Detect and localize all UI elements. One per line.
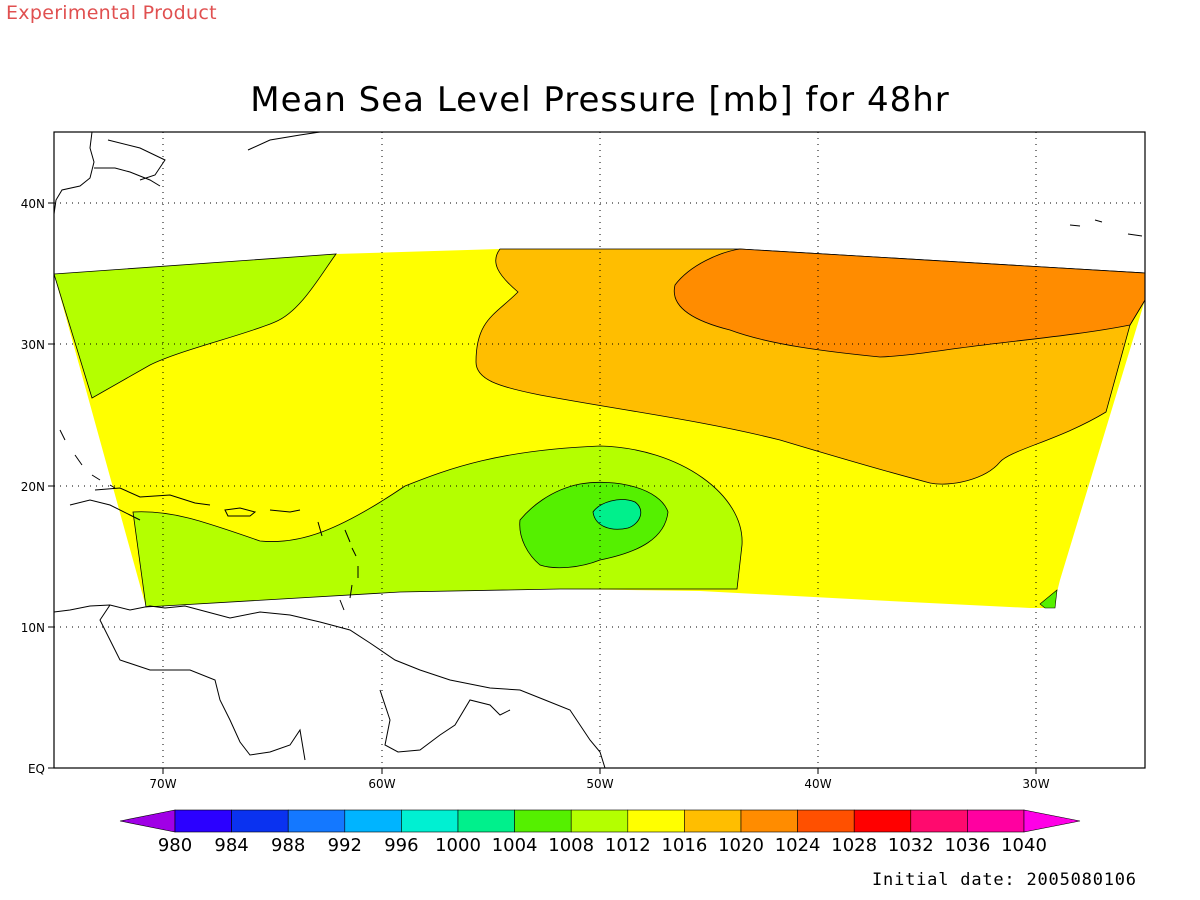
colorbar-label: 1008: [548, 835, 594, 856]
colorbar-label: 1012: [605, 835, 651, 856]
lon-tick-label: 60W: [368, 777, 395, 791]
lat-tick-label: 10N: [21, 621, 45, 635]
colorbar-swatch: [344, 809, 402, 833]
azores-islands: [1069, 219, 1143, 237]
colorbar-swatch: [457, 809, 515, 833]
colorbar-label: 1028: [831, 835, 877, 856]
lon-tick-label: 40W: [804, 777, 831, 791]
colorbar-label: 1000: [435, 835, 481, 856]
colorbar-label: 1004: [492, 835, 538, 856]
colorbar-label: 984: [214, 835, 248, 856]
colorbar-swatch: [853, 809, 912, 833]
colorbar: 980 984 988 992 996 1000 1004 1008 1012 1016 1020 1…: [119, 809, 1081, 856]
colorbar-label: 1024: [775, 835, 821, 856]
bahamas-islands: [59, 429, 116, 489]
lat-tick-label: EQ: [28, 762, 45, 776]
band-1020-1024: [673, 248, 1145, 358]
map-title: Mean Sea Level Pressure [mb] for 48hr: [250, 80, 950, 120]
pressure-field: [54, 248, 1145, 609]
colorbar-label: 1040: [1001, 835, 1047, 856]
colorbar-swatch: [797, 809, 855, 833]
colorbar-label: 992: [328, 835, 362, 856]
lat-tick-label: 30N: [21, 338, 45, 352]
colorbar-swatch: [967, 809, 1025, 833]
colorbar-label: 980: [158, 835, 192, 856]
colorbar-label: 1016: [661, 835, 707, 856]
lon-tick-label: 70W: [149, 777, 176, 791]
band-1000-1004: [592, 499, 642, 530]
lon-tick-labels: 70W 60W 50W 40W 30W: [149, 777, 1049, 791]
colorbar-swatch: [910, 809, 968, 833]
colorbar-swatch: [627, 809, 685, 833]
colorbar-arrow-high: [1023, 809, 1081, 833]
colorbar-swatch: [570, 809, 629, 833]
colorbar-swatch: [740, 809, 798, 833]
caribbean-islands: [69, 487, 301, 521]
lon-tick-label: 50W: [586, 777, 613, 791]
colorbar-label: 1020: [718, 835, 764, 856]
colorbar-swatch: [231, 809, 289, 833]
lat-tick-labels: 40N 30N 20N 10N EQ: [21, 197, 45, 776]
colorbar-label: 1032: [888, 835, 934, 856]
initial-date-label: Initial date: 2005080106: [872, 870, 1137, 890]
lon-tick-label: 30W: [1022, 777, 1049, 791]
colorbar-label: 1036: [944, 835, 990, 856]
colorbar-swatch: [401, 809, 459, 833]
south-america-coast: [53, 604, 606, 769]
small-green-patch-east: [1039, 589, 1058, 609]
colorbar-label: 996: [384, 835, 418, 856]
colorbar-swatch: [287, 809, 346, 833]
tick-marks: [48, 202, 1037, 774]
band-1008-1012-northwest: [54, 253, 337, 399]
colorbar-swatch: [174, 809, 232, 833]
coastlines: [53, 131, 1143, 769]
colorbar-arrow-low: [119, 809, 176, 833]
lesser-antilles: [317, 521, 359, 611]
colorbar-label: 988: [271, 835, 305, 856]
colorbar-swatch: [514, 809, 572, 833]
north-america-coast: [53, 131, 321, 215]
colorbar-swatch: [684, 809, 742, 833]
lat-tick-label: 20N: [21, 480, 45, 494]
map-grid: [54, 132, 1145, 768]
experimental-product-watermark: Experimental Product: [6, 2, 217, 24]
lat-tick-label: 40N: [21, 197, 45, 211]
